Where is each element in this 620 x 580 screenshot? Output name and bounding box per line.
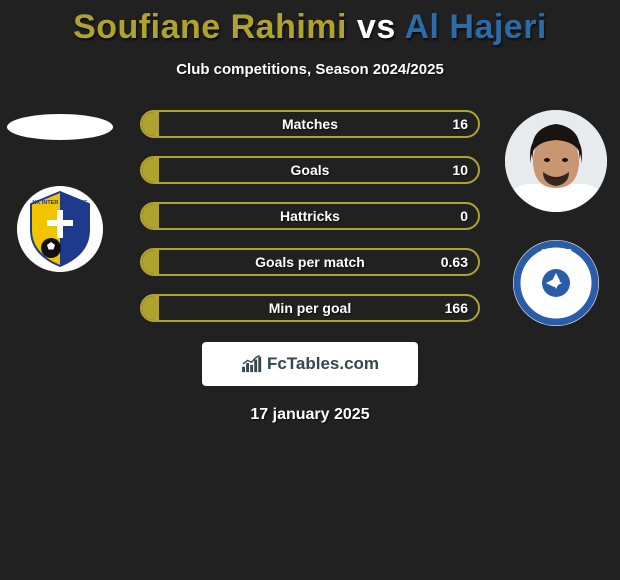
player2-avatar — [505, 110, 607, 212]
player2-club-badge: AL-NASR 1945 النصر — [513, 240, 599, 326]
stat-right-value: 0 — [438, 208, 478, 224]
player1-club-badge: NK INTER ZAPRESIC — [17, 186, 103, 272]
left-column: NK INTER ZAPRESIC — [0, 110, 120, 272]
stats-list: Matches16 Goals10 Hattricks0 Goals per matc… — [140, 110, 480, 322]
stat-right-value: 10 — [438, 162, 478, 178]
player1-name: Soufiane Rahimi — [73, 8, 347, 46]
stat-fill — [142, 250, 159, 274]
stat-row: Min per goal166 — [140, 294, 480, 322]
brand-box: FcTables.com — [202, 342, 418, 386]
stat-label: Goals — [182, 162, 438, 178]
club-badge-svg-2: AL-NASR 1945 النصر — [513, 240, 599, 326]
svg-text:AL-NASR: AL-NASR — [540, 249, 572, 256]
player1-avatar — [7, 114, 113, 140]
stat-fill — [142, 204, 159, 228]
stat-label: Goals per match — [182, 254, 438, 270]
club-badge-svg-1: NK INTER ZAPRESIC — [17, 186, 103, 272]
stat-fill — [142, 112, 159, 136]
stat-row: Goals10 — [140, 156, 480, 184]
content-area: NK INTER ZAPRESIC — [0, 110, 620, 322]
svg-text:1945: 1945 — [547, 310, 565, 319]
subtitle: Club competitions, Season 2024/2025 — [0, 61, 620, 78]
stat-fill — [142, 158, 159, 182]
page-title: Soufiane Rahimi vs Al Hajeri — [0, 0, 620, 47]
stat-label: Matches — [182, 116, 438, 132]
stat-right-value: 166 — [438, 300, 478, 316]
player2-name: Al Hajeri — [404, 8, 546, 46]
stat-right-value: 0.63 — [438, 254, 478, 270]
player2-avatar-svg — [505, 110, 607, 212]
chart-bars-icon — [241, 355, 263, 373]
svg-text:النصر: النصر — [521, 278, 529, 295]
vs-text: vs — [357, 8, 396, 46]
svg-text:NK INTER ZAPRESIC: NK INTER ZAPRESIC — [32, 200, 87, 206]
stat-row: Hattricks0 — [140, 202, 480, 230]
stat-label: Hattricks — [182, 208, 438, 224]
date-text: 17 january 2025 — [0, 406, 620, 424]
stat-right-value: 16 — [438, 116, 478, 132]
right-column: AL-NASR 1945 النصر — [500, 110, 620, 326]
stat-row: Matches16 — [140, 110, 480, 138]
stat-fill — [142, 296, 159, 320]
brand-text: FcTables.com — [267, 354, 379, 374]
stat-label: Min per goal — [182, 300, 438, 316]
stat-row: Goals per match0.63 — [140, 248, 480, 276]
